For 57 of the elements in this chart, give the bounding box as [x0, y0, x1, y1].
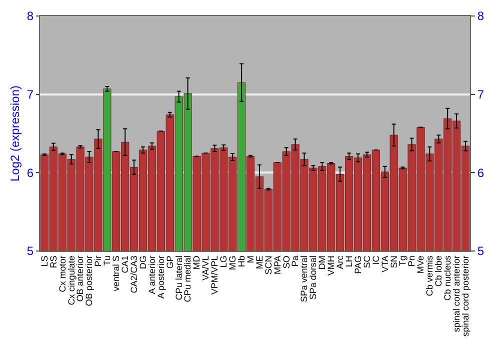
x-tick-label: Cb vermis	[424, 255, 435, 296]
x-tick-label: DM	[317, 256, 328, 270]
x-tick-label: Cx motor	[57, 256, 68, 292]
x-tick-label: M	[245, 256, 256, 264]
x-tick-label: A posterior	[156, 256, 166, 299]
x-tick-label: DG	[138, 256, 148, 270]
x-tick-label: PAG	[352, 256, 363, 274]
x-tick-label: Pir	[93, 256, 104, 267]
x-tick-label: LH	[344, 256, 354, 268]
x-tick-label: OB posterior	[84, 256, 94, 306]
x-tick-label: VMH	[326, 256, 336, 276]
x-tick-label: Cb nucleus	[442, 255, 453, 301]
x-tick-label: Cb lobe	[434, 256, 444, 287]
x-tick-label: Pn	[406, 256, 417, 267]
x-tick-label: OB anterior	[75, 256, 86, 302]
x-tick-label: SO	[281, 256, 292, 269]
x-tick-label: Cx cingulate	[66, 256, 76, 306]
y2-tick-label: 7	[477, 88, 484, 102]
x-tick-label: MG	[228, 256, 238, 270]
y-tick-label: 8	[26, 9, 34, 24]
x-tick-label: CA2/CA3	[128, 256, 139, 294]
x-tick-label: SCN	[263, 256, 274, 275]
x-tick-label: CPu lateral	[174, 256, 184, 300]
x-tick-label: VTA	[380, 256, 390, 272]
y2-tick-label: 5	[477, 244, 484, 258]
x-tick-label: spinal cord posterior	[460, 256, 470, 337]
y-tick-label: 7	[26, 88, 34, 102]
x-tick-label: VA/VL	[200, 256, 211, 280]
x-tick-label: MPA	[272, 256, 282, 274]
x-tick-label: SPa dorsal	[308, 256, 318, 300]
x-tick-label: A anterior	[146, 256, 157, 294]
x-tick-label: Hb	[236, 256, 246, 268]
x-tick-label: Tu	[102, 256, 112, 266]
y2-tick-label: 8	[477, 9, 484, 24]
x-tick-label: CA1	[120, 256, 130, 274]
x-tick-label: SN	[388, 256, 399, 268]
x-tick-label: ventral S	[111, 256, 122, 292]
y-axis-title: Log2 (expression)	[8, 85, 22, 182]
x-tick-label: spinal cord anterior	[451, 256, 462, 332]
x-tick-label: CPu medial	[182, 256, 193, 302]
x-tick-label: IC	[370, 255, 381, 265]
x-tick-label: RS	[48, 256, 58, 268]
x-tick-label: LS	[39, 256, 50, 267]
x-tick-label: Pa	[290, 256, 300, 267]
y-tick-label: 5	[26, 244, 34, 258]
x-tick-label: GP	[164, 256, 175, 269]
x-tick-label: MD	[192, 255, 202, 270]
x-tick-label: ME	[254, 256, 264, 270]
x-tick-label: SC	[362, 255, 372, 268]
x-tick-label: Tg	[398, 256, 408, 266]
x-tick-label: SPa ventral	[299, 256, 310, 302]
y-tick-label: 6	[26, 166, 34, 180]
x-tick-label: MVe	[416, 256, 426, 274]
x-tick-label: VPM/VPL	[210, 256, 220, 295]
x-tick-label: Arc	[335, 255, 346, 270]
y2-tick-label: 6	[477, 166, 484, 180]
x-tick-label: LG	[218, 256, 229, 268]
